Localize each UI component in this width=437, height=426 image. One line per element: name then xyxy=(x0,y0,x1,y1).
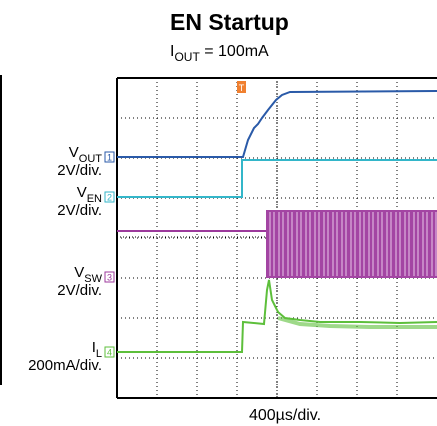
condition-value: = 100mA xyxy=(200,43,269,60)
channel-name: IL xyxy=(92,339,102,360)
vsw-stripes xyxy=(269,212,437,276)
subscript: OUT xyxy=(174,50,200,64)
title: EN Startup xyxy=(170,9,289,35)
symbol: V xyxy=(74,264,84,281)
channel-marker xyxy=(104,346,115,358)
channel-scale: 2V/div. xyxy=(57,202,102,219)
trigger-label: T xyxy=(239,83,245,93)
channel-name: VSW xyxy=(74,264,102,285)
channel-scale: 200mA/div. xyxy=(28,357,102,374)
channel-scale: 2V/div. xyxy=(57,282,102,299)
condition: IOUT = 100mA xyxy=(170,43,269,64)
channel-marker-label: 3 xyxy=(107,273,112,283)
subscript: EN xyxy=(87,193,102,205)
channel-marker xyxy=(104,151,115,163)
symbol: V xyxy=(69,144,79,161)
timebase: 400µs/div. xyxy=(249,407,321,424)
channel-marker-label: 4 xyxy=(107,348,112,358)
symbol: I xyxy=(92,339,96,356)
symbol: V xyxy=(77,184,87,201)
channel-labels: VOUT2V/div.1VEN2V/div.2VSW2V/div.3IL200m… xyxy=(28,144,115,374)
subscript: OUT xyxy=(79,153,103,165)
channel-marker xyxy=(104,271,115,283)
channel-name: VOUT xyxy=(69,144,103,165)
trigger-marker xyxy=(237,81,246,93)
channel-marker-label: 2 xyxy=(107,193,112,203)
subscript: SW xyxy=(84,273,102,285)
channel-marker-label: 1 xyxy=(107,153,112,163)
vout-trace xyxy=(117,90,437,158)
il-ripple xyxy=(277,316,437,329)
channel-name: VEN xyxy=(77,184,102,205)
channel-scale: 2V/div. xyxy=(57,162,102,179)
subscript: L xyxy=(96,348,102,360)
symbol: I xyxy=(170,43,174,60)
channel-marker xyxy=(104,191,115,203)
ven-trace xyxy=(117,159,437,198)
il-trace xyxy=(117,279,437,353)
